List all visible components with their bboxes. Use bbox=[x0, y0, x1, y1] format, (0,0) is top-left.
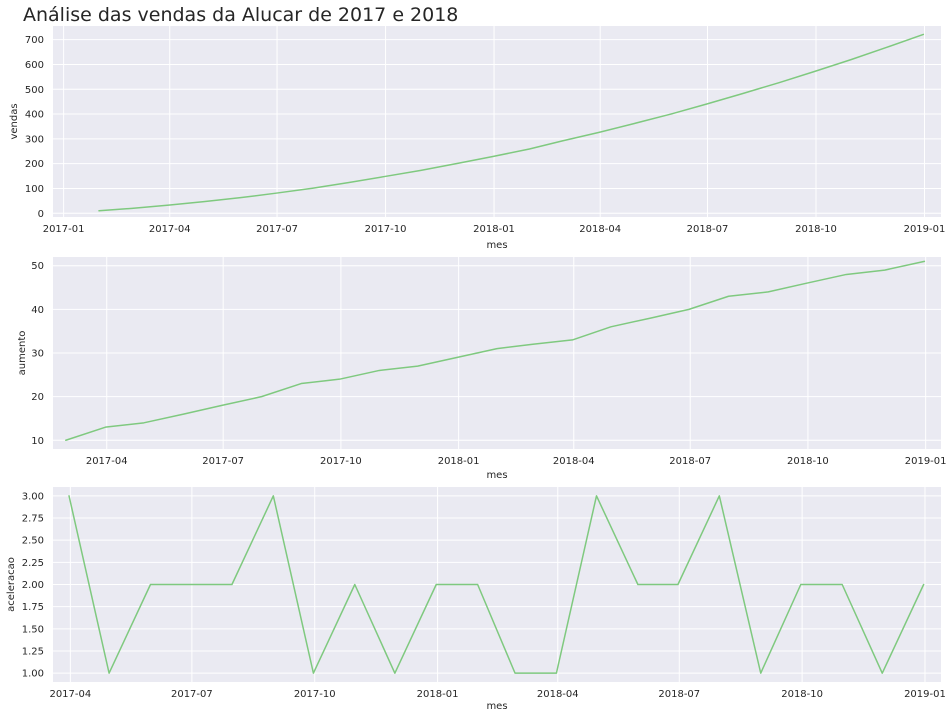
x-tick-label: 2017-07 bbox=[256, 224, 298, 235]
x-axis-label: mes bbox=[486, 240, 507, 251]
x-axis-label: mes bbox=[486, 470, 507, 481]
subplot-2: 2017-04 2017-07 2017-10 2018-01 2018-04 2018-… bbox=[17, 257, 947, 481]
y-tick-label: 1.75 bbox=[22, 602, 44, 613]
x-tick-label: 2017-10 bbox=[365, 224, 407, 235]
y-tick-label: 3.00 bbox=[22, 491, 44, 502]
y-tick-label: 10 bbox=[31, 436, 44, 447]
y-tick-label: 2.25 bbox=[22, 558, 44, 569]
y-tick-label: 600 bbox=[25, 60, 44, 71]
y-tick-label: 500 bbox=[25, 85, 44, 96]
x-tick-label: 2017-04 bbox=[86, 456, 128, 467]
x-tick-label: 2017-01 bbox=[43, 224, 85, 235]
x-tick-label: 2018-04 bbox=[579, 224, 621, 235]
x-tick-label: 2019-01 bbox=[905, 456, 947, 467]
x-tick-label: 2017-04 bbox=[149, 224, 191, 235]
y-tick-label: 50 bbox=[31, 261, 44, 272]
x-tick-label: 2017-04 bbox=[49, 689, 91, 700]
y-tick-label: 2.00 bbox=[22, 580, 44, 591]
x-tick-label: 2018-10 bbox=[781, 689, 823, 700]
series-line bbox=[98, 33, 925, 212]
x-tick-label: 2017-07 bbox=[202, 456, 244, 467]
y-axis-label: aumento bbox=[17, 331, 28, 376]
x-tick-label: 2018-10 bbox=[787, 456, 829, 467]
y-tick-label: 400 bbox=[25, 110, 44, 121]
x-tick-label: 2019-01 bbox=[904, 224, 946, 235]
x-tick-label: 2018-01 bbox=[473, 224, 515, 235]
x-tick-label: 2018-04 bbox=[537, 689, 579, 700]
x-tick-label: 2018-07 bbox=[687, 224, 729, 235]
x-tick-label: 2018-10 bbox=[795, 224, 837, 235]
y-tick-label: 1.00 bbox=[22, 669, 44, 680]
chart-title: Análise das vendas da Alucar de 2017 e 2… bbox=[23, 4, 458, 26]
y-tick-label: 20 bbox=[31, 392, 44, 403]
x-tick-label: 2017-07 bbox=[171, 689, 213, 700]
x-tick-label: 2018-04 bbox=[553, 456, 595, 467]
x-tick-label: 2018-07 bbox=[658, 689, 700, 700]
y-tick-label: 30 bbox=[31, 349, 44, 360]
x-tick-label: 2019-01 bbox=[904, 689, 946, 700]
y-tick-label: 300 bbox=[25, 134, 44, 145]
y-tick-label: 2.50 bbox=[22, 536, 44, 547]
y-tick-label: 1.25 bbox=[22, 646, 44, 657]
x-tick-label: 2017-10 bbox=[320, 456, 362, 467]
y-tick-label: 700 bbox=[25, 35, 44, 46]
x-tick-label: 2017-10 bbox=[294, 689, 336, 700]
x-tick-label: 2018-01 bbox=[438, 456, 480, 467]
plot-area bbox=[53, 26, 941, 217]
series-line bbox=[68, 495, 925, 674]
y-tick-label: 40 bbox=[31, 305, 44, 316]
x-tick-label: 2018-01 bbox=[417, 689, 459, 700]
y-axis-label: aceleracao bbox=[6, 557, 17, 612]
x-axis-label: mes bbox=[486, 701, 507, 712]
y-tick-label: 100 bbox=[25, 184, 44, 195]
y-tick-label: 200 bbox=[25, 159, 44, 170]
series-line bbox=[65, 260, 926, 442]
y-tick-label: 0 bbox=[38, 209, 44, 220]
subplot-3: 2017-04 2017-07 2017-10 2018-01 2018-04 2018-… bbox=[6, 487, 946, 712]
y-axis-label: vendas bbox=[9, 103, 20, 139]
x-tick-label: 2018-07 bbox=[669, 456, 711, 467]
subplot-1: 2017-01 2017-04 2017-07 2017-10 2018-01 2018-… bbox=[9, 26, 945, 251]
y-tick-label: 2.75 bbox=[22, 514, 44, 525]
y-tick-label: 1.50 bbox=[22, 624, 44, 635]
